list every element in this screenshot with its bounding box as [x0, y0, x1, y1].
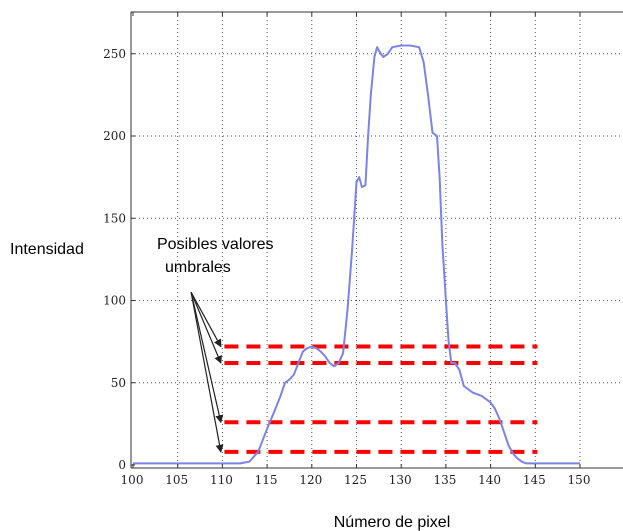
axes	[130, 11, 623, 469]
x-tick-label: 130	[389, 473, 412, 487]
annotation-arrow	[190, 292, 224, 453]
annotation-line-2: umbrales	[165, 259, 231, 276]
x-tick-label: 120	[299, 473, 322, 487]
x-tick-label: 115	[255, 473, 278, 487]
tick-labels: 100 105 110 115 120 125 130 135 140 145 150 0 50 100 1…	[103, 47, 590, 487]
grid	[131, 12, 623, 468]
x-tick-label: 145	[523, 473, 546, 487]
x-tick-label: 110	[210, 473, 233, 487]
y-tick-label: 0	[118, 458, 126, 472]
x-tick-label: 135	[433, 473, 456, 487]
x-axis-title: Número de pixel	[334, 514, 451, 531]
y-tick-label: 50	[111, 376, 126, 390]
x-tick-label: 150	[568, 473, 591, 487]
y-tick-label: 200	[103, 129, 126, 143]
intensity-line	[133, 44, 580, 465]
annotation-line-1: Posibles valores	[157, 236, 274, 253]
annotation-arrow	[190, 292, 224, 424]
y-tick-label: 150	[103, 211, 126, 225]
x-tick-label: 105	[165, 473, 188, 487]
series-layer	[133, 44, 580, 465]
x-tick-label: 100	[121, 473, 144, 487]
y-tick-label: 100	[103, 294, 126, 308]
y-tick-label: 250	[103, 47, 126, 61]
y-axis-title: Intensidad	[10, 241, 84, 258]
annotation-arrow	[190, 291, 222, 348]
annotation	[190, 291, 224, 453]
threshold-lines	[224, 344, 538, 454]
x-tick-label: 140	[478, 473, 501, 487]
x-tick-label: 125	[344, 473, 367, 487]
annotation-arrow	[190, 292, 222, 364]
